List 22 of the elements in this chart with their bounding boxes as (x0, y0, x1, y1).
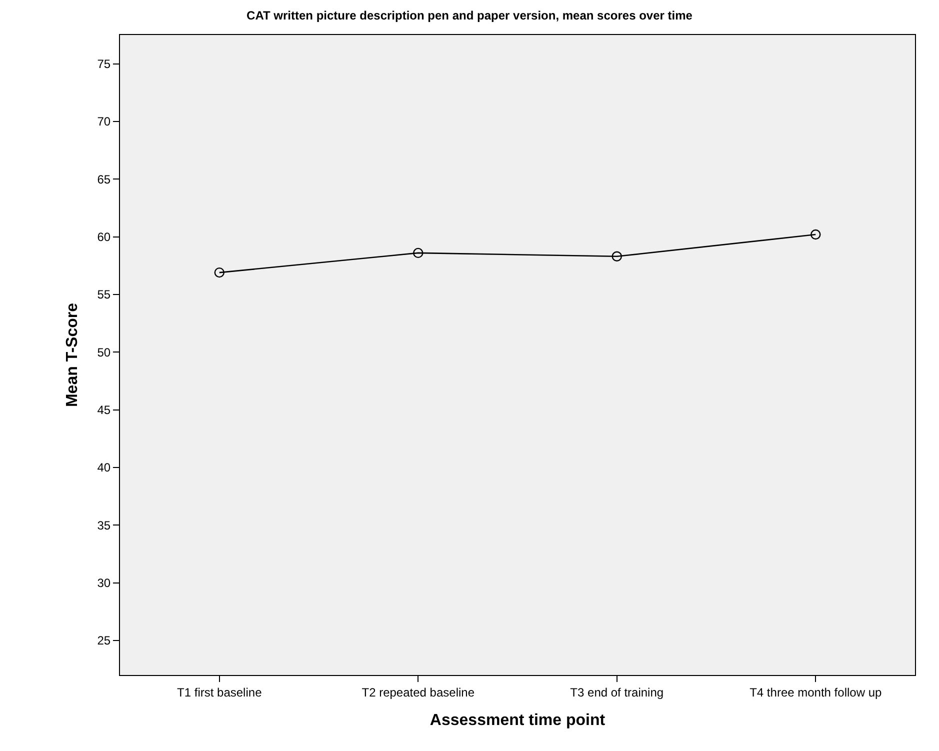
y-axis-title: Mean T-Score (64, 302, 82, 408)
point (413, 248, 424, 258)
y-tick-label: 65 (97, 172, 111, 186)
y-tick-label: 75 (97, 57, 111, 72)
chart-title: CAT written picture description pen and paper version, mean scores over time (246, 8, 693, 23)
point (810, 229, 821, 240)
x-axis-title: Assessment time point (430, 712, 606, 730)
y-tick-label: 25 (97, 634, 111, 648)
x-tick-label: T4 three month follow up (750, 685, 882, 700)
y-tick-label: 45 (97, 402, 111, 417)
x-tick-label: T2 repeated baseline (362, 685, 475, 700)
y-tick-label: 70 (97, 114, 111, 129)
y-tick-label: 30 (97, 576, 111, 590)
y-tick-label: 35 (97, 518, 111, 532)
x-tick-label: T3 end of training (570, 685, 664, 700)
point (612, 251, 622, 262)
x-tick-label: T1 first baseline (177, 685, 262, 700)
y-tick-label: 40 (97, 460, 111, 475)
y-tick-label: 55 (97, 288, 111, 302)
point (214, 267, 224, 278)
y-tick-label: 50 (97, 345, 111, 360)
y-tick-label: 60 (97, 230, 111, 244)
